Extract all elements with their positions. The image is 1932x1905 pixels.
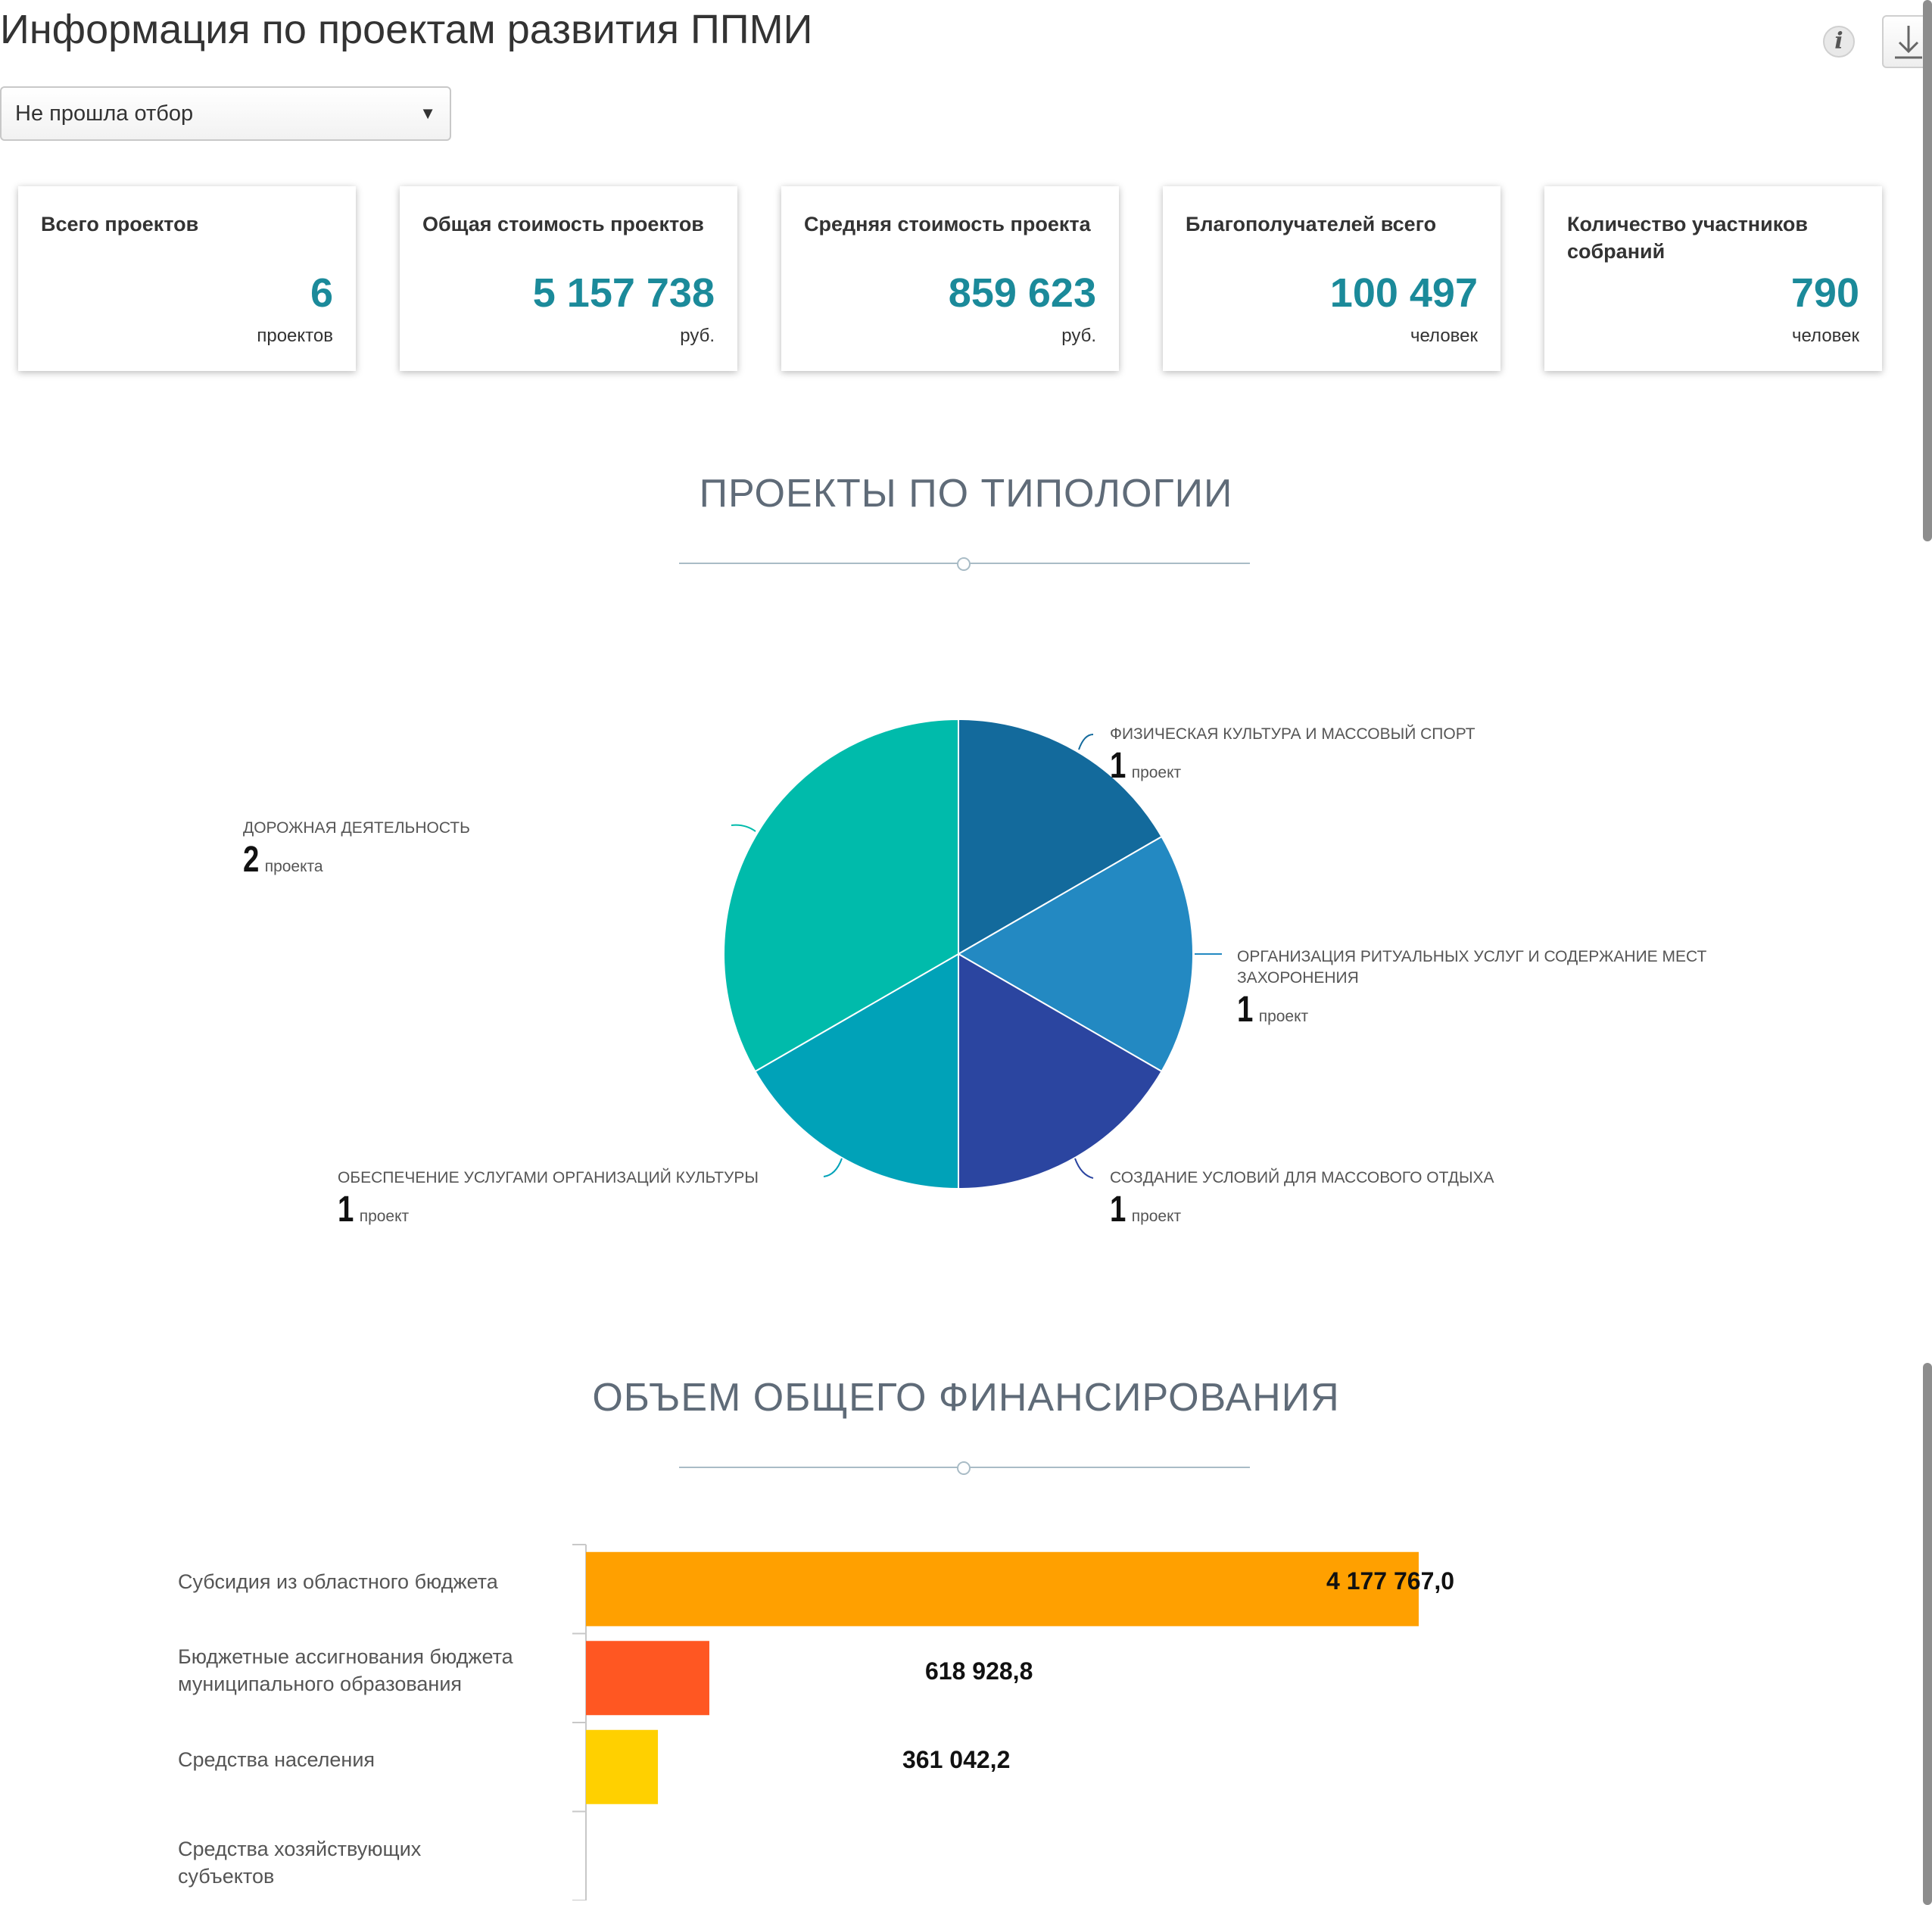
financing-bar — [586, 1641, 709, 1716]
kpi-label: Общая стоимость проектов — [422, 213, 704, 235]
pie-label-category: ДОРОЖНАЯ ДЕЯТЕЛЬНОСТЬ — [243, 819, 470, 837]
pie-label-count: 1 — [338, 1189, 354, 1230]
pie-label-count: 1 — [1110, 1189, 1126, 1230]
page-title: Информация по проектам развития ППМИ — [0, 7, 813, 52]
kpi-unit: человек — [1410, 326, 1478, 346]
kpi-value: 859 623 — [948, 270, 1096, 316]
kpi-label: Средняя стоимость проекта — [804, 213, 1091, 235]
pie-label-sport: ФИЗИЧЕСКАЯ КУЛЬТУРА И МАССОВЫЙ СПОРТ 1 пр… — [1110, 724, 1504, 787]
pie-label-roads: ДОРОЖНАЯ ДЕЯТЕЛЬНОСТЬ 2 проекта — [243, 818, 561, 881]
financing-bar-chart — [572, 1544, 1419, 1900]
pie-slice-culture — [754, 952, 959, 1190]
pie-label-connector — [1074, 1158, 1094, 1179]
scrollbar-thumb[interactable] — [1923, 1363, 1932, 1905]
bar-category-label: Субсидия из областного бюджета — [178, 1570, 498, 1593]
kpi-card-beneficiaries: Благополучателей всего 100 497 человек — [1163, 186, 1500, 371]
pie-label-unit: проект — [1131, 764, 1182, 781]
kpi-unit: руб. — [680, 326, 715, 346]
pie-label-category: ФИЗИЧЕСКАЯ КУЛЬТУРА И МАССОВЫЙ СПОРТ — [1110, 725, 1475, 743]
section-divider-dot — [957, 557, 971, 571]
info-icon: i — [1834, 28, 1843, 55]
section-divider-dot — [957, 1461, 971, 1475]
kpi-unit: руб. — [1061, 326, 1096, 346]
bar-value-label: 618 928,8 — [925, 1657, 1033, 1685]
status-filter-value: Не прошла отбор — [15, 101, 194, 126]
bar-category-label: Бюджетные ассигнования бюджета муниципал… — [178, 1645, 513, 1695]
financing-bar — [586, 1551, 1419, 1626]
kpi-unit: человек — [1791, 326, 1859, 346]
scrollbar-thumb[interactable] — [1923, 0, 1932, 541]
pie-slice-sport — [958, 718, 1163, 956]
kpi-value: 6 — [310, 270, 333, 316]
financing-section-title: ОБЪЕМ ОБЩЕГО ФИНАНСИРОВАНИЯ — [592, 1376, 1340, 1420]
pie-label-unit: проект — [359, 1208, 410, 1225]
pie-label-culture: ОБЕСПЕЧЕНИЕ УСЛУГАМИ ОРГАНИЗАЦИЙ КУЛЬТУР… — [338, 1168, 807, 1230]
kpi-card-meeting-participants: Количество участников собраний 790 челов… — [1544, 186, 1882, 371]
bar-value-label: 4 177 767,0 — [1326, 1567, 1455, 1595]
kpi-unit: проектов — [257, 326, 333, 346]
pie-label-connector — [731, 824, 756, 832]
pie-label-ritual: ОРГАНИЗАЦИЯ РИТУАЛЬНЫХ УСЛУГ И СОДЕРЖАНИ… — [1237, 946, 1722, 1030]
pie-label-category: СОЗДАНИЕ УСЛОВИЙ ДЛЯ МАССОВОГО ОТДЫХА — [1110, 1169, 1494, 1186]
pie-label-category: ОРГАНИЗАЦИЯ РИТУАЛЬНЫХ УСЛУГ И СОДЕРЖАНИ… — [1237, 948, 1707, 987]
kpi-label: Благополучателей всего — [1186, 213, 1437, 235]
bar-value-label: 361 042,2 — [902, 1746, 1011, 1773]
pie-slice-recreation — [958, 952, 1163, 1190]
status-filter-select[interactable]: Не прошла отбор ▼ — [0, 86, 451, 141]
kpi-value: 100 497 — [1329, 270, 1478, 316]
kpi-label: Всего проектов — [41, 213, 199, 235]
pie-slice-roads — [723, 718, 959, 1073]
pie-slice-ritual — [956, 835, 1194, 1073]
pie-label-count: 2 — [243, 840, 260, 880]
kpi-label: Количество участников собраний — [1567, 213, 1808, 263]
kpi-value: 790 — [1790, 270, 1859, 316]
kpi-card-average-cost: Средняя стоимость проекта 859 623 руб. — [781, 186, 1119, 371]
pie-label-count: 1 — [1110, 746, 1126, 786]
chevron-down-icon: ▼ — [419, 104, 436, 123]
pie-label-connector — [1078, 734, 1094, 750]
pie-label-unit: проект — [1258, 1008, 1309, 1025]
pie-label-unit: проекта — [264, 858, 323, 875]
kpi-card-total-projects: Всего проектов 6 проектов — [18, 186, 356, 371]
pie-label-connector — [823, 1158, 843, 1177]
pie-label-unit: проект — [1131, 1208, 1182, 1225]
kpi-value: 5 157 738 — [532, 270, 715, 316]
kpi-card-total-cost: Общая стоимость проектов 5 157 738 руб. — [400, 186, 737, 371]
download-icon — [1895, 26, 1922, 59]
bar-category-label: Средства хозяйствующих субъектов — [178, 1838, 422, 1888]
bar-category-label: Средства населения — [178, 1748, 375, 1771]
typology-pie-chart — [723, 718, 1222, 1190]
pie-label-count: 1 — [1237, 990, 1254, 1030]
info-button[interactable]: i — [1823, 26, 1855, 58]
financing-bar — [586, 1729, 659, 1804]
typology-section-title: ПРОЕКТЫ ПО ТИПОЛОГИИ — [699, 472, 1233, 516]
pie-label-category: ОБЕСПЕЧЕНИЕ УСЛУГАМИ ОРГАНИЗАЦИЙ КУЛЬТУР… — [338, 1169, 759, 1186]
